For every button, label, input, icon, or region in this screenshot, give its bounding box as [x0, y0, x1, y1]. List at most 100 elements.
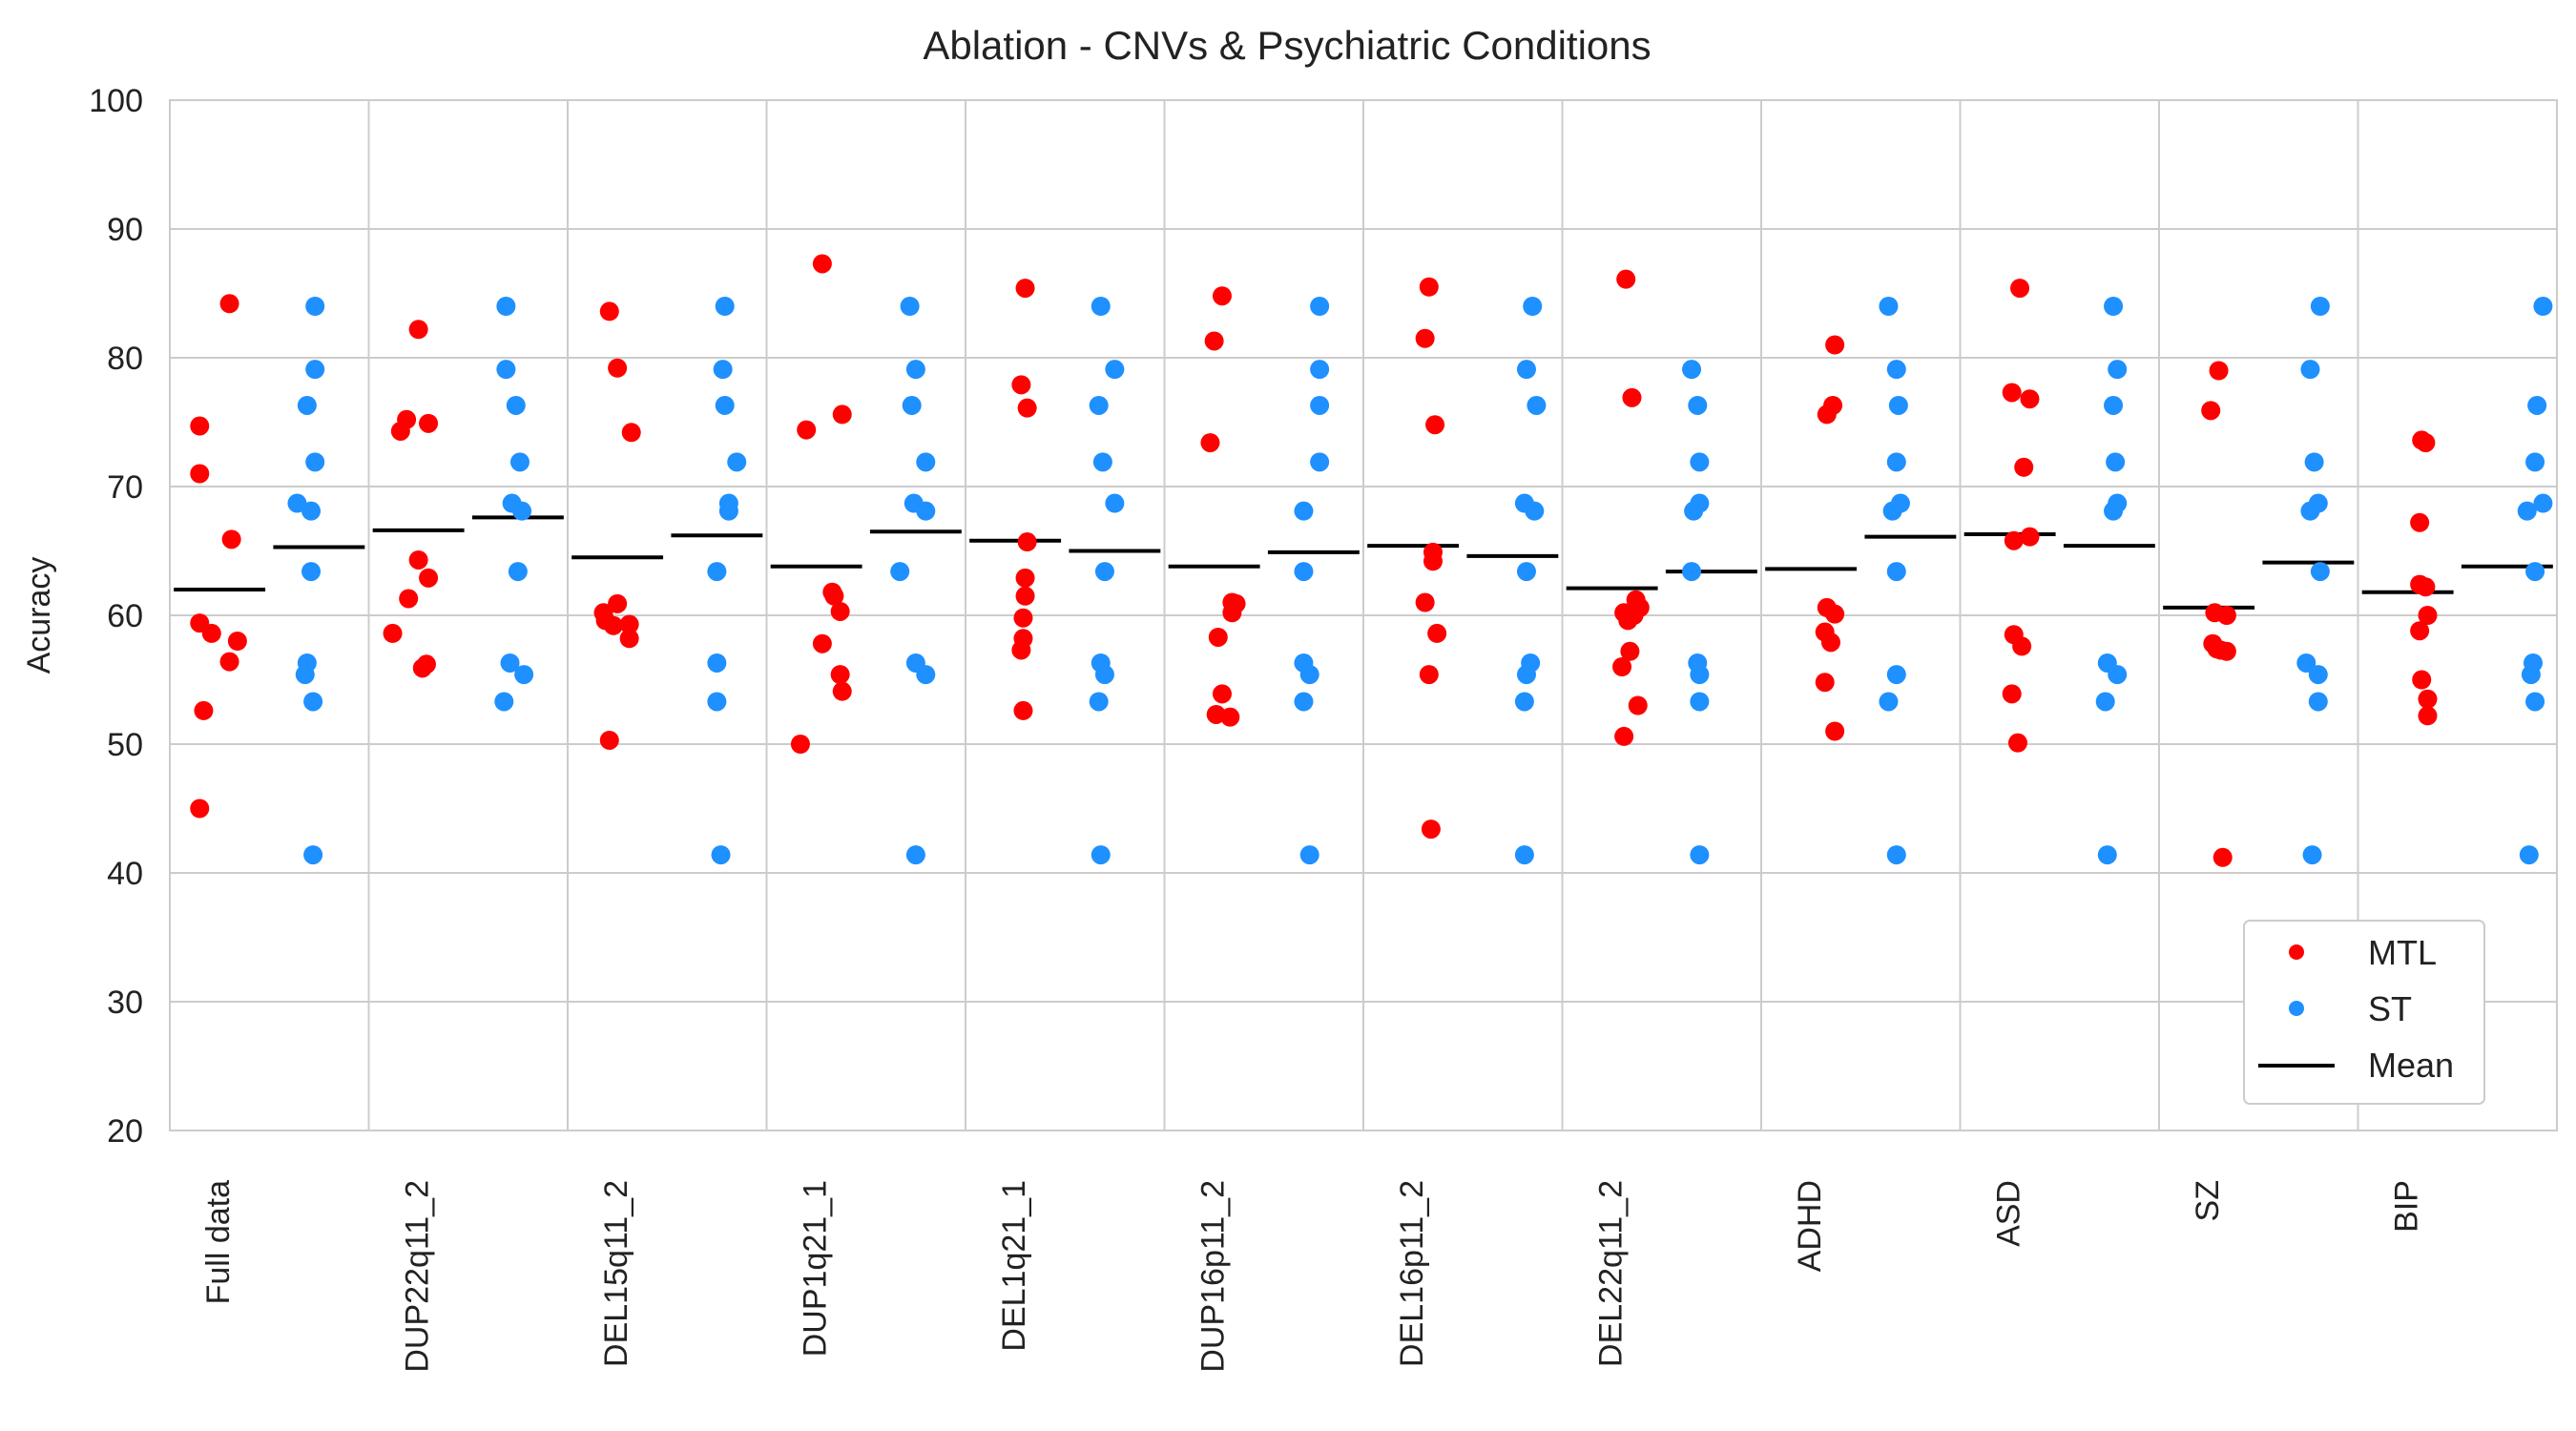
- data-point-mtl: [1419, 277, 1439, 297]
- data-point-st: [509, 452, 530, 472]
- data-point-st: [2521, 665, 2541, 685]
- data-point-mtl: [1825, 604, 1845, 624]
- data-point-st: [1690, 665, 1710, 685]
- data-point-mtl: [2412, 670, 2432, 690]
- data-point-mtl: [2211, 640, 2231, 660]
- data-point-mtl: [383, 623, 403, 643]
- y-tick-label: 40: [107, 856, 143, 892]
- data-point-mtl: [1423, 551, 1443, 571]
- x-tick-label: DEL1q21_1: [996, 1180, 1032, 1352]
- x-tick-label: ADHD: [1792, 1180, 1828, 1272]
- y-tick-label: 50: [107, 727, 143, 763]
- data-point-mtl: [2416, 433, 2436, 453]
- data-point-st: [718, 501, 738, 521]
- data-point-st: [1310, 395, 1330, 415]
- data-point-mtl: [2216, 606, 2236, 625]
- data-point-st: [715, 297, 735, 316]
- data-point-st: [1092, 452, 1112, 472]
- data-point-st: [506, 395, 526, 415]
- data-point-st: [1294, 562, 1314, 582]
- data-point-mtl: [2020, 389, 2040, 409]
- data-point-mtl: [221, 529, 241, 550]
- data-point-mtl: [830, 665, 850, 685]
- data-point-st: [2527, 395, 2547, 415]
- data-point-mtl: [1011, 375, 1031, 395]
- x-tick-label: DUP16p11_2: [1195, 1180, 1232, 1373]
- data-point-mtl: [1427, 623, 1447, 643]
- data-point-mtl: [201, 623, 221, 643]
- plot-frame: [169, 99, 2558, 1131]
- data-point-mtl: [1013, 700, 1033, 720]
- data-point-st: [305, 452, 325, 472]
- data-point-st: [1886, 360, 1906, 380]
- data-point-st: [2308, 665, 2328, 685]
- data-point-mtl: [194, 700, 214, 720]
- y-tick-label: 60: [107, 598, 143, 634]
- data-point-mtl: [2418, 689, 2438, 709]
- data-point-st: [1105, 493, 1125, 513]
- data-point-st: [707, 692, 727, 712]
- data-point-mtl: [1614, 726, 1634, 746]
- data-point-mtl: [1015, 568, 1035, 588]
- x-axis-ticks: Full data DUP22q11_2 DEL15q11_2 DUP1q21_1 DE…: [200, 1180, 2425, 1373]
- data-point-st: [514, 665, 534, 685]
- data-point-st: [2300, 360, 2320, 380]
- data-point-st: [900, 297, 920, 316]
- data-point-st: [1105, 360, 1125, 380]
- data-point-st: [1882, 501, 1902, 521]
- data-point-mtl: [419, 568, 439, 588]
- data-point-st: [1310, 360, 1330, 380]
- data-point-mtl: [1419, 665, 1439, 685]
- data-point-mtl: [2010, 279, 2030, 299]
- data-point-st: [2525, 562, 2545, 582]
- data-point-mtl: [608, 358, 628, 378]
- data-point-mtl: [812, 633, 832, 653]
- x-tick-label: BIP: [2389, 1180, 2425, 1233]
- data-point-mtl: [1212, 684, 1232, 704]
- data-point-st: [1690, 452, 1710, 472]
- data-point-mtl: [1015, 279, 1035, 299]
- data-point-st: [2106, 452, 2126, 472]
- data-point-st: [1682, 562, 1702, 582]
- y-tick-label: 30: [107, 985, 143, 1021]
- data-point-mtl: [219, 652, 239, 672]
- data-point-st: [2519, 845, 2539, 865]
- data-point-st: [2095, 692, 2115, 712]
- y-tick-label: 70: [107, 469, 143, 506]
- data-point-st: [2104, 395, 2124, 415]
- data-point-mtl: [1220, 707, 1240, 727]
- x-tick-label: DEL22q11_2: [1593, 1180, 1630, 1367]
- data-point-mtl: [2416, 577, 2436, 597]
- data-point-mtl: [2418, 706, 2438, 726]
- y-tick-label: 80: [107, 341, 143, 377]
- data-point-mtl: [2004, 530, 2024, 550]
- data-point-st: [301, 501, 322, 521]
- data-point-st: [1682, 360, 1702, 380]
- data-point-st: [2308, 692, 2328, 712]
- data-point-st: [1514, 845, 1534, 865]
- data-point-mtl: [790, 735, 810, 754]
- data-point-st: [2533, 493, 2553, 513]
- data-point-st: [2517, 501, 2537, 521]
- data-point-st: [1310, 452, 1330, 472]
- data-point-st: [305, 297, 325, 316]
- data-point-mtl: [608, 593, 628, 613]
- data-point-mtl: [1618, 611, 1638, 631]
- data-point-mtl: [1616, 269, 1636, 289]
- data-point-st: [2300, 501, 2320, 521]
- data-point-mtl: [2410, 512, 2430, 532]
- data-point-mtl: [1820, 633, 1840, 653]
- data-point-mtl: [619, 629, 639, 649]
- data-point-mtl: [832, 681, 852, 701]
- legend-mtl-marker: [2289, 944, 2304, 960]
- data-point-st: [1527, 395, 1547, 415]
- y-axis-title: Acuracy: [21, 557, 57, 674]
- data-point-st: [1091, 845, 1111, 865]
- data-point-st: [2304, 452, 2324, 472]
- data-point-st: [2525, 692, 2545, 712]
- data-point-mtl: [1212, 286, 1232, 306]
- data-point-st: [1688, 395, 1708, 415]
- legend-box: [2243, 920, 2485, 1105]
- data-point-st: [305, 360, 325, 380]
